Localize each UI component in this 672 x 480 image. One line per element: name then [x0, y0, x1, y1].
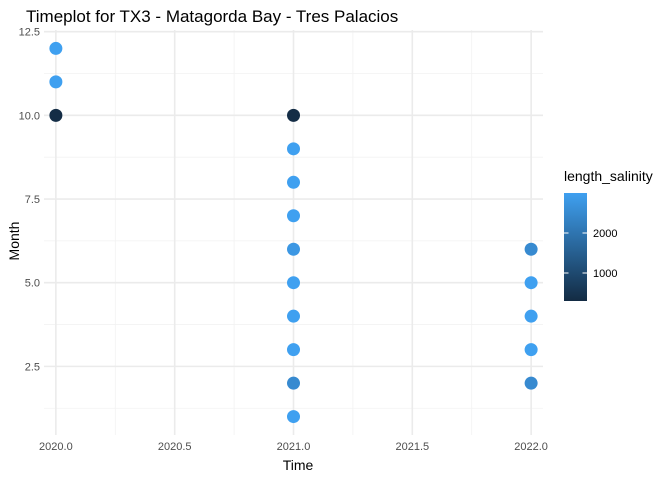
- major-gridlines: [44, 30, 543, 435]
- data-point: [287, 309, 300, 323]
- data-point: [287, 242, 300, 256]
- y-axis-title: Month: [6, 222, 22, 261]
- x-tick-label: 2020.5: [158, 441, 192, 453]
- data-point: [524, 376, 538, 390]
- data-point: [287, 209, 300, 223]
- y-axis-ticks: 2.5 5.0 7.5 10.0 12.5: [19, 27, 40, 374]
- data-point: [287, 376, 300, 390]
- legend-ticks: 1000 2000: [564, 228, 617, 280]
- data-point: [524, 242, 538, 256]
- x-tick-label: 2021.0: [277, 441, 311, 453]
- data-point: [49, 108, 63, 122]
- color-legend: length_salinity 1000 2000: [564, 168, 653, 301]
- data-point: [287, 343, 300, 357]
- legend-colorbar: [564, 193, 587, 301]
- data-point: [287, 175, 300, 189]
- data-points: [49, 41, 538, 424]
- x-tick-label: 2022.0: [514, 441, 548, 453]
- data-point: [524, 276, 538, 290]
- y-tick-label: 10.0: [19, 110, 40, 122]
- data-point: [287, 108, 300, 122]
- x-tick-label: 2020.0: [39, 441, 73, 453]
- chart-title: Timeplot for TX3 - Matagorda Bay - Tres …: [26, 7, 398, 26]
- x-axis-ticks: 2020.0 2020.5 2021.0 2021.5 2022.0: [39, 441, 548, 453]
- y-tick-label: 2.5: [25, 361, 40, 373]
- legend-tick-label: 2000: [593, 228, 617, 240]
- legend-tick-label: 1000: [593, 268, 617, 280]
- data-point: [524, 343, 538, 357]
- data-point: [49, 75, 63, 89]
- data-point: [287, 410, 300, 424]
- data-point: [49, 41, 63, 55]
- data-point: [524, 309, 538, 323]
- legend-title: length_salinity: [564, 168, 653, 184]
- x-tick-label: 2021.5: [395, 441, 429, 453]
- y-tick-label: 7.5: [25, 194, 40, 206]
- y-tick-label: 5.0: [25, 278, 40, 290]
- data-point: [287, 142, 300, 156]
- x-axis-title: Time: [283, 457, 314, 473]
- data-point: [287, 276, 300, 290]
- y-tick-label: 12.5: [19, 27, 40, 39]
